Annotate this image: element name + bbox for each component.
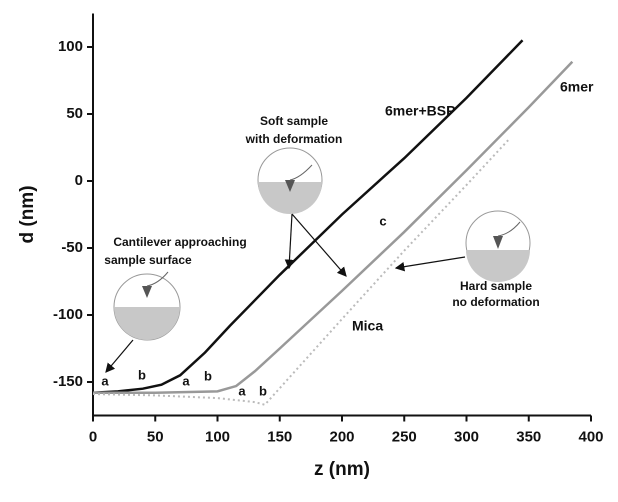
arrows bbox=[105, 213, 466, 373]
annotation: Cantilever approaching bbox=[113, 235, 246, 249]
annotation: no deformation bbox=[452, 295, 539, 309]
series-label: 6mer+BSP bbox=[385, 103, 455, 119]
y-tick-label: -100 bbox=[53, 306, 83, 323]
x-axis-label: z (nm) bbox=[314, 459, 370, 480]
annotation: sample surface bbox=[104, 253, 192, 267]
soft-icon bbox=[257, 147, 323, 214]
annotation: a bbox=[101, 373, 109, 388]
series-label: Mica bbox=[352, 318, 383, 334]
x-tick-label: 350 bbox=[516, 428, 541, 445]
annotation: b bbox=[204, 368, 212, 383]
x-tick-label: 300 bbox=[454, 428, 479, 445]
annotation: Soft sample bbox=[260, 114, 328, 128]
x-tick-label: 150 bbox=[267, 428, 292, 445]
series-line bbox=[92, 39, 524, 394]
series-label: 6mer bbox=[560, 79, 594, 95]
series-line bbox=[92, 137, 511, 406]
y-tick-label: -150 bbox=[53, 373, 83, 390]
y-tick-label: -50 bbox=[61, 239, 83, 256]
annotation: Hard sample bbox=[460, 279, 532, 293]
icons bbox=[105, 147, 531, 373]
y-tick-label: 50 bbox=[66, 105, 83, 122]
annotation: with deformation bbox=[245, 132, 343, 146]
x-tick-label: 100 bbox=[205, 428, 230, 445]
annotation: a bbox=[182, 373, 190, 388]
x-tick-label: 250 bbox=[392, 428, 417, 445]
x-tick-label: 50 bbox=[147, 428, 164, 445]
x-tick-label: 200 bbox=[329, 428, 354, 445]
annotation: b bbox=[259, 383, 267, 398]
x-tick-label: 400 bbox=[578, 428, 603, 445]
series-line bbox=[93, 60, 574, 394]
hard-icon bbox=[465, 210, 531, 282]
annotation: b bbox=[138, 367, 146, 382]
x-tick-label: 0 bbox=[89, 428, 97, 445]
y-tick-label: 100 bbox=[58, 38, 83, 55]
y-axis-label: d (nm) bbox=[17, 185, 38, 243]
y-tick-label: 0 bbox=[75, 172, 83, 189]
annotation: c bbox=[379, 213, 386, 228]
approach-icon bbox=[113, 271, 181, 341]
annotation: a bbox=[238, 383, 246, 398]
